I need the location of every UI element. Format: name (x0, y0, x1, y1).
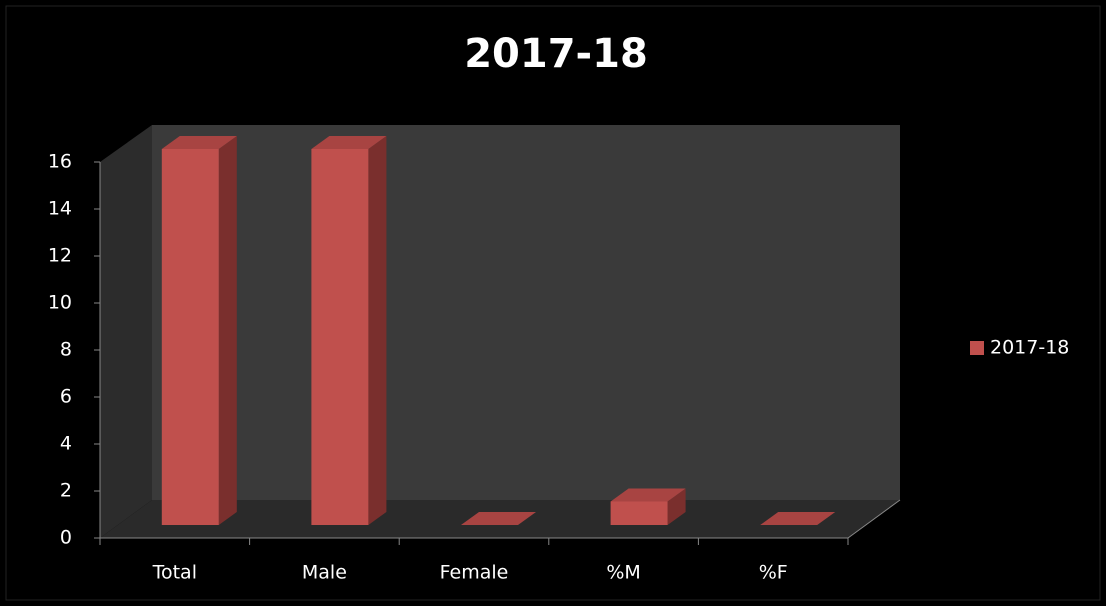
bar-face (760, 512, 836, 525)
x-tick-label: Total (152, 562, 197, 584)
y-tick-label: 10 (48, 292, 72, 314)
y-tick-label: 4 (60, 433, 72, 455)
bar (760, 512, 836, 525)
floor-edge (847, 499, 901, 539)
bar-face (461, 512, 536, 525)
bar (311, 136, 387, 525)
bar-face (218, 136, 237, 525)
bar-face (161, 149, 219, 525)
x-tick-label: Male (302, 562, 347, 584)
x-tick-label: %F (759, 562, 788, 584)
y-tick-label: 6 (60, 386, 72, 408)
legend-swatch (970, 341, 984, 355)
chart-title: 2017-18 (464, 31, 648, 77)
y-tick-label: 12 (48, 245, 72, 267)
legend-label: 2017-18 (990, 337, 1069, 359)
bar-face (368, 136, 387, 525)
bar (461, 512, 536, 525)
back-wall (152, 125, 900, 500)
chart-border (5, 5, 1101, 601)
x-tick-label: Female (440, 562, 509, 584)
y-tick-label: 14 (48, 198, 72, 220)
y-tick-label: 8 (60, 339, 72, 361)
bar-face (311, 136, 387, 149)
bar (161, 136, 237, 525)
side-wall (100, 125, 152, 538)
bar-face (610, 488, 686, 502)
bar-face (161, 136, 237, 149)
x-tick-label: %M (606, 562, 640, 584)
y-tick-label: 16 (48, 151, 72, 173)
bar-face (667, 488, 686, 525)
y-tick-label: 2 (60, 480, 72, 502)
bar-face (311, 149, 369, 525)
bar (610, 488, 686, 525)
y-tick-label: 0 (60, 527, 72, 549)
bar-face (610, 501, 668, 525)
